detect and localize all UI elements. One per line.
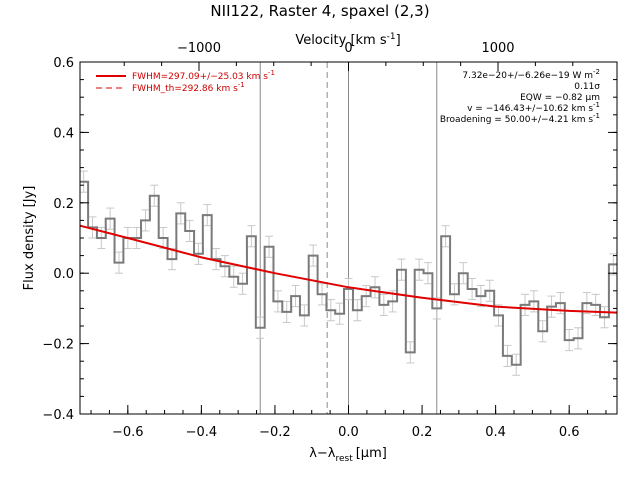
x-tick-label: −0.4 <box>186 425 218 440</box>
y-axis-label: Flux density [Jy] <box>22 186 37 291</box>
x-tick-label: −0.6 <box>112 425 144 440</box>
annotation-line: v = −146.43+/−10.62 km s-1 <box>467 101 600 114</box>
legend: FWHM=297.09+/−25.03 km s-1FWHM_th=292.86… <box>96 69 275 94</box>
spectrum-step-line <box>80 180 617 366</box>
x-tick-label: −0.2 <box>259 425 291 440</box>
annotation-line: 0.11σ <box>574 82 600 92</box>
top-tick-label: 0 <box>344 41 352 56</box>
x-axis-label: λ−λrest [μm] <box>309 446 387 464</box>
spectrum-series <box>80 180 617 366</box>
annotation-line: Broadening = 50.00+/−4.21 km s-1 <box>440 112 600 125</box>
fit-series <box>79 224 618 314</box>
tick-labels: −0.6 −0.4 −0.2 0.0 0.2 0.4 0.6 −0.4 −0.2 0.0 0.2 0.… <box>42 41 579 440</box>
y-tick-label: −0.2 <box>42 338 74 353</box>
annotation-line: 7.32e−20+/−6.26e−19 W m-2 <box>462 68 600 81</box>
fit-curve <box>79 224 618 314</box>
x-tick-label: 0.4 <box>485 425 506 440</box>
x-tick-label: 0.6 <box>559 425 580 440</box>
y-tick-label: 0.0 <box>53 267 74 282</box>
y-tick-label: 0.2 <box>53 197 74 212</box>
chart-title: NII122, Raster 4, spaxel (2,3) <box>210 2 429 20</box>
axes <box>79 61 618 415</box>
top-axis-label: Velocity [km s-1] <box>295 32 400 48</box>
annotation-line: EQW = −0.82 μm <box>520 93 600 103</box>
x-tick-label: 0.0 <box>338 425 359 440</box>
legend-entry: FWHM=297.09+/−25.03 km s-1 <box>132 69 275 82</box>
x-tick-label: 0.2 <box>412 425 433 440</box>
y-tick-label: 0.4 <box>53 126 74 141</box>
top-tick-label: 1000 <box>481 41 514 56</box>
legend-entry: FWHM_th=292.86 km s-1 <box>132 81 245 94</box>
y-tick-label: −0.4 <box>42 408 74 423</box>
y-tick-label: 0.6 <box>53 56 74 71</box>
top-tick-label: −1000 <box>177 41 221 56</box>
reference-lines <box>259 62 438 414</box>
